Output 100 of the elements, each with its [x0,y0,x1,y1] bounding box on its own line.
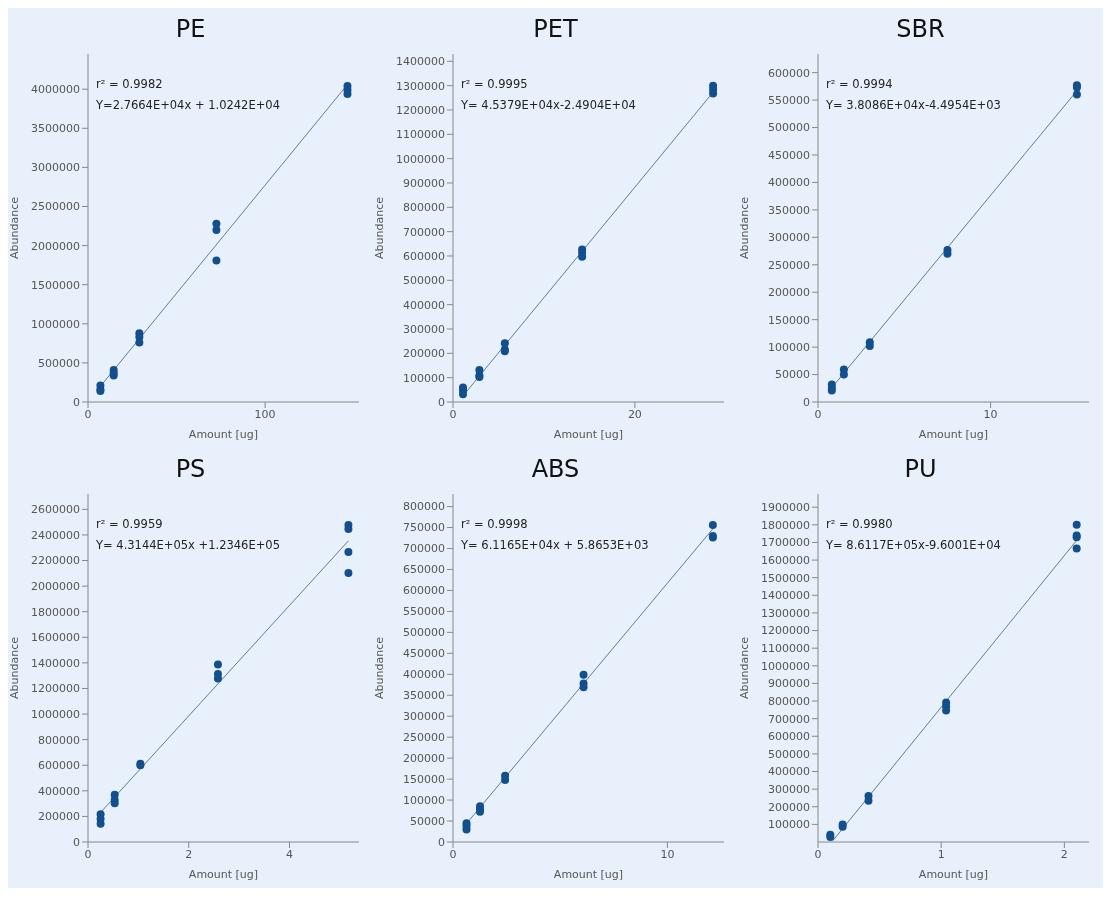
y-axis-title: Abundance [7,636,21,699]
y-tick-label: 3500000 [31,122,80,136]
y-tick-label: 300000 [768,231,810,245]
annotation: r² = 0.9994 [826,76,894,93]
y-tick-label: 700000 [403,542,445,556]
y-tick-label: 200000 [38,810,80,824]
y-tick-label: 1300000 [396,79,445,93]
y-tick-label: 900000 [403,176,445,190]
y-tick-label: 650000 [403,563,445,577]
y-tick-label: 500000 [768,747,810,761]
y-tick-label: 0 [73,835,80,849]
y-tick-label: 2200000 [31,554,80,568]
y-tick-label: 250000 [768,258,810,272]
x-tick-label: 0 [814,847,822,861]
y-axis-title: Abundance [737,636,751,699]
annotation: Y= 4.5379E+04x-2.4904E+04 [461,97,636,114]
y-tick-label: 450000 [403,647,445,661]
y-tick-label: 1700000 [761,536,810,550]
y-tick-label: 500000 [768,121,810,135]
y-tick-label: 2000000 [31,239,80,253]
x-tick-label: 10 [660,847,675,861]
x-tick-label: 2 [185,847,193,861]
x-tick-label: 0 [449,847,457,861]
y-tick-label: 1200000 [31,682,80,696]
x-axis-title: Amount [ug] [918,868,989,881]
y-tick-label: 300000 [403,322,445,336]
x-tick-label: 0 [449,407,457,421]
y-tick-label: 3000000 [31,161,80,175]
y-tick-label: 2000000 [31,580,80,594]
y-tick-label: 200000 [768,800,810,814]
y-tick-label: 1300000 [761,606,810,620]
x-tick-label: 20 [627,407,642,421]
y-axis-title: Abundance [372,196,386,259]
x-tick-label: 100 [254,407,276,421]
y-tick-label: 400000 [403,668,445,682]
annotation: Y=2.7664E+04x + 1.0242E+04 [96,97,280,114]
y-tick-label: 400000 [38,784,80,798]
y-tick-label: 300000 [403,710,445,724]
chart-title: PE [174,14,207,45]
y-tick-label: 1100000 [396,128,445,142]
y-tick-label: 900000 [768,677,810,691]
y-tick-label: 600000 [403,584,445,598]
chart-title: PU [903,454,938,485]
y-tick-label: 450000 [768,148,810,162]
y-tick-label: 800000 [403,201,445,215]
y-tick-label: 100000 [768,818,810,832]
y-tick-label: 750000 [403,521,445,535]
annotation: r² = 0.9980 [826,516,894,533]
x-tick-label: 0 [84,847,92,861]
y-tick-label: 300000 [768,783,810,797]
y-tick-label: 800000 [38,733,80,747]
y-tick-label: 400000 [768,765,810,779]
annotation: Y= 6.1165E+04x + 5.8653E+03 [461,537,649,554]
y-tick-label: 200000 [403,752,445,766]
annotation: r² = 0.9982 [96,76,164,93]
y-tick-label: 150000 [403,773,445,787]
x-tick-label: 0 [84,407,92,421]
y-tick-label: 50000 [410,814,445,828]
y-axis-title: Abundance [372,636,386,699]
y-tick-label: 2600000 [31,503,80,517]
y-tick-label: 1600000 [761,553,810,567]
chart-title: ABS [530,454,581,485]
y-tick-label: 1600000 [31,631,80,645]
y-tick-label: 500000 [403,626,445,640]
y-tick-label: 800000 [403,500,445,514]
y-tick-label: 100000 [403,371,445,385]
y-tick-label: 1200000 [761,624,810,638]
annotation: r² = 0.9998 [461,516,529,533]
y-tick-label: 600000 [38,759,80,773]
annotation: r² = 0.9959 [96,516,164,533]
y-tick-label: 4000000 [31,83,80,97]
y-axis-title: Abundance [7,196,21,259]
y-tick-label: 400000 [768,176,810,190]
y-tick-label: 0 [73,395,80,409]
y-tick-label: 0 [438,395,445,409]
y-tick-label: 1200000 [396,103,445,117]
x-tick-label: 2 [1060,847,1068,861]
y-tick-label: 1900000 [761,501,810,515]
y-tick-label: 550000 [403,605,445,619]
y-tick-label: 0 [438,835,445,849]
y-tick-label: 100000 [768,341,810,355]
y-tick-label: 250000 [403,731,445,745]
y-tick-label: 100000 [403,793,445,807]
y-tick-label: 200000 [768,286,810,300]
y-tick-label: 2400000 [31,528,80,542]
y-tick-label: 1000000 [761,659,810,673]
y-tick-label: 500000 [403,274,445,288]
annotation: Y= 8.6117E+05x-9.6001E+04 [826,537,1001,554]
x-axis-title: Amount [ug] [553,868,624,881]
y-tick-label: 700000 [768,712,810,726]
y-tick-label: 1500000 [761,571,810,585]
y-tick-label: 600000 [403,249,445,263]
y-tick-label: 550000 [768,94,810,108]
y-tick-label: 1800000 [31,605,80,619]
y-tick-label: 1500000 [31,278,80,292]
y-tick-label: 1800000 [761,518,810,532]
y-axis-title: Abundance [737,196,751,259]
y-tick-label: 150000 [768,313,810,327]
chart-title: SBR [895,14,946,45]
y-tick-label: 800000 [768,694,810,708]
